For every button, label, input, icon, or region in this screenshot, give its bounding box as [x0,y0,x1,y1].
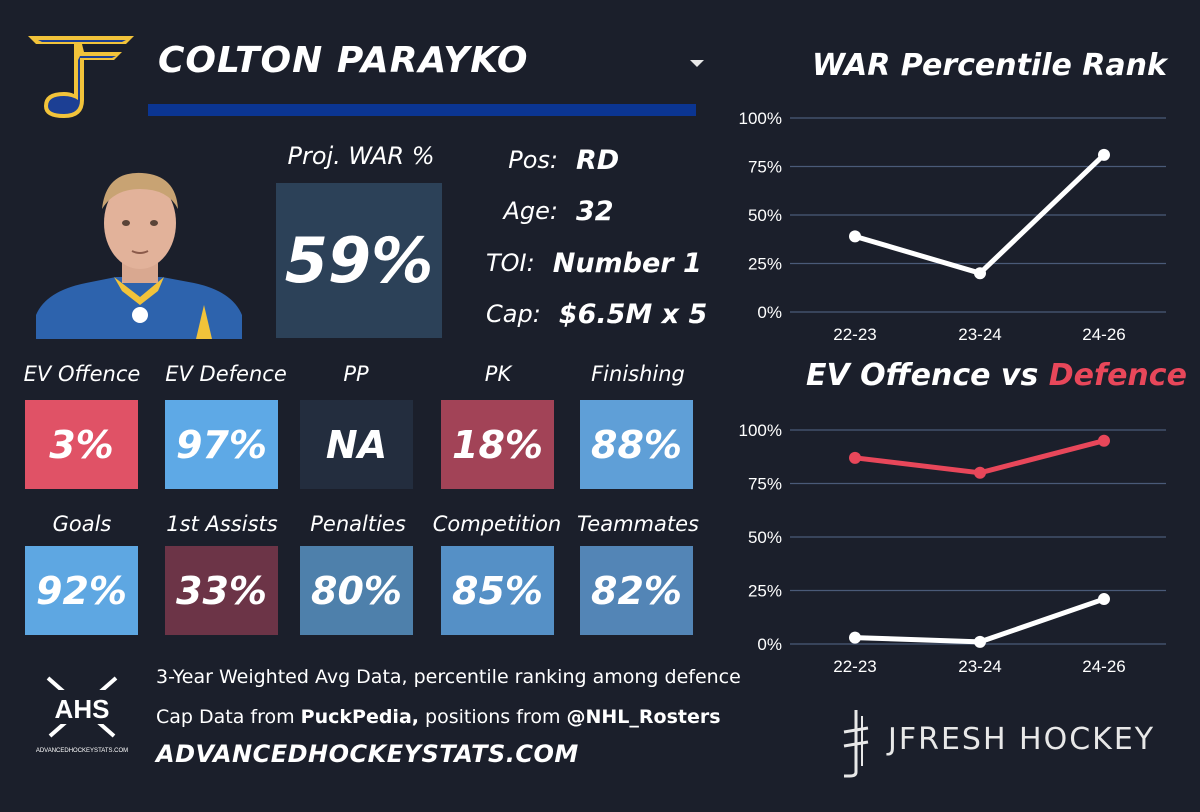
x-tick-label: 24-26 [1082,657,1125,676]
data-point [849,230,861,243]
stat-box-pk: 18% [441,400,554,489]
team-logo [28,36,134,118]
footer-source-prefix: Cap Data from [156,706,301,728]
data-point [974,635,986,648]
data-point [1098,434,1110,447]
chart1-war-percentile: 0% 25% 50% 75% 100% 22-23 23-24 24-26 [739,109,1166,344]
footer-source-mid: positions from [419,706,567,728]
info-label: Pos: [508,146,558,174]
chart2-offence-vs-defence: 0% 25% 50% 75% 100% 22-23 23-24 24-26 [739,421,1166,676]
nhl-rosters-link[interactable]: @NHL_Rosters [566,706,721,728]
stat-box-ev-defence: 97% [165,400,278,489]
player-dropdown-chevron-icon[interactable] [690,60,704,67]
info-row-age: Age: 32 [486,193,696,229]
player-name: COLTON PARAYKO [158,40,529,81]
y-tick-label: 0% [757,303,782,322]
info-label: Age: [503,197,558,225]
x-tick-label: 23-24 [958,657,1001,676]
stat-box-pp: NA [300,400,413,489]
puckpedia-link[interactable]: PuckPedia, [300,706,419,728]
footer-data-note: 3-Year Weighted Avg Data, percentile ran… [156,666,741,688]
stat-box-teammates: 82% [580,546,693,635]
y-tick-label: 25% [748,582,782,601]
stat-label-ev-defence: EV Defence [165,362,287,386]
info-value: $6.5M x 5 [558,298,708,330]
x-tick-label: 22-23 [833,325,876,344]
stat-label-ev-offence: EV Offence [23,362,141,386]
y-tick-label: 25% [748,255,782,274]
stat-box-1st-assists: 33% [165,546,278,635]
x-tick-label: 22-23 [833,657,876,676]
name-underline-bar [148,104,696,116]
chart2-title-part1: EV Offence vs [806,358,1049,393]
y-tick-label: 75% [748,158,782,177]
data-point [1098,148,1110,161]
site-url-link[interactable]: ADVANCEDHOCKEYSTATS.COM [156,740,579,768]
stat-box-competition: 85% [441,546,554,635]
y-tick-label: 50% [748,206,782,225]
chart2-title: EV Offence vs Defence [806,358,1187,393]
proj-war-value: 59% [276,183,442,338]
ahs-logo: AHS ADVANCEDHOCKEYSTATS.COM [36,676,128,754]
data-point [849,451,861,464]
player-headshot [36,172,242,339]
y-tick-label: 100% [739,421,782,440]
y-tick-label: 100% [739,109,782,128]
info-label: Cap: [486,300,541,328]
stat-label-goals: Goals [52,512,112,536]
jfresh-hockey-brand: JFRESH HOCKEY [888,722,1156,757]
stat-label-competition: Competition [432,512,562,536]
series-line [852,152,1107,276]
stat-label-finishing: Finishing [591,362,685,386]
chart1-title: WAR Percentile Rank [812,48,1167,83]
stat-box-finishing: 88% [580,400,693,489]
data-point [974,466,986,479]
data-point [1098,593,1110,606]
ahs-logo-subtext: ADVANCEDHOCKEYSTATS.COM [36,748,128,754]
stat-box-penalties: 80% [300,546,413,635]
info-value: 32 [576,195,614,227]
info-value: Number 1 [552,247,702,279]
ahs-logo-text: AHS [55,694,110,724]
data-point [974,267,986,280]
data-point [849,631,861,644]
stat-label-teammates: Teammates [577,512,699,536]
info-value: RD [576,144,620,176]
stat-label-1st-assists: 1st Assists [166,512,278,536]
stat-label-pp: PP [343,362,369,386]
jfresh-logo-icon [843,710,869,778]
info-row-pos: Pos: RD [486,142,696,178]
stat-box-goals: 92% [25,546,138,635]
x-tick-label: 23-24 [958,325,1001,344]
stat-box-ev-offence: 3% [25,400,138,489]
series-line [852,596,1107,645]
chart2-title-part2: Defence [1048,358,1187,393]
info-row-cap: Cap: $6.5M x 5 [486,296,707,332]
footer-source-note: Cap Data from PuckPedia, positions from … [156,706,721,728]
y-tick-label: 0% [757,635,782,654]
stat-label-penalties: Penalties [310,512,406,536]
info-row-toi: TOI: Number 1 [486,245,702,281]
proj-war-label: Proj. WAR % [287,142,435,170]
y-tick-label: 50% [748,528,782,547]
y-tick-label: 75% [748,475,782,494]
x-tick-label: 24-26 [1082,325,1125,344]
info-label: TOI: [486,249,535,277]
stat-label-pk: PK [484,362,512,386]
